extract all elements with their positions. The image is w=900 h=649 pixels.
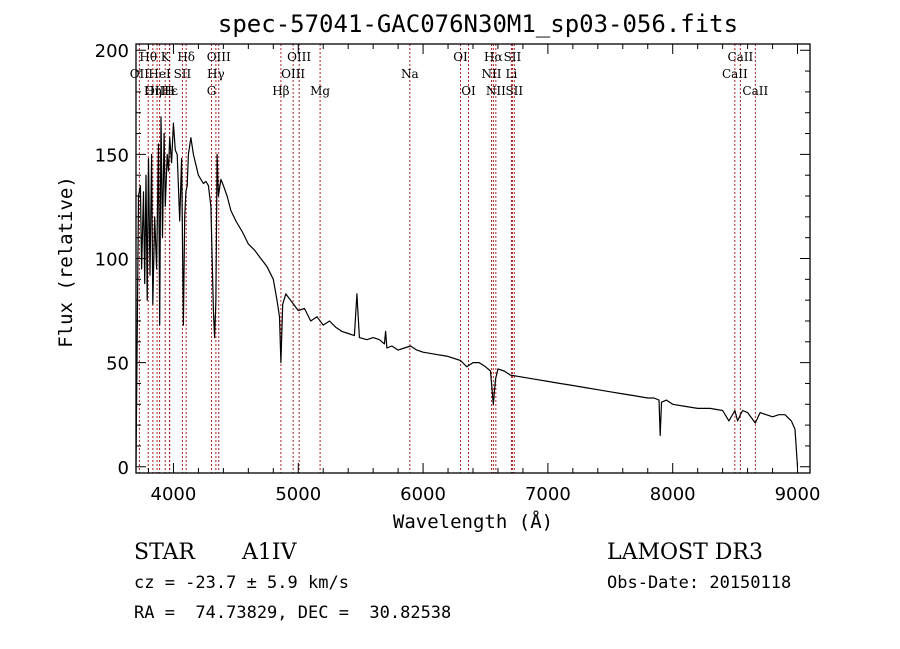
spectral-line-markers <box>138 44 756 473</box>
spectral-line-label: K <box>161 50 171 64</box>
y-axis-label: Flux (relative) <box>55 176 77 348</box>
x-tick-label: 7000 <box>525 484 571 505</box>
spectral-line-label: OIII <box>287 50 311 64</box>
spectral-line-label: CaII <box>742 84 768 98</box>
spectrum-series-line <box>135 116 799 467</box>
spectral-line-label: HeI <box>148 67 171 81</box>
spectral-line-label: Hε <box>161 84 178 98</box>
spectral-line-label: Hγ <box>207 67 225 81</box>
spectral-line-label: OII <box>130 67 150 81</box>
spectral-line-label: Hβ <box>272 84 289 98</box>
object-class: STAR <box>134 540 195 565</box>
spectral-line-label: G <box>207 84 217 98</box>
spectral-line-label: SII <box>504 50 522 64</box>
object-subclass: A1IV <box>242 540 297 565</box>
spectral-line-label: Hα <box>484 50 503 64</box>
y-tick-label: 200 <box>95 41 129 62</box>
survey-name: LAMOST DR3 <box>607 540 763 565</box>
x-tick-label: 9000 <box>775 484 821 505</box>
spectral-line-label: OIII <box>145 84 169 98</box>
x-tick-label: 6000 <box>400 484 446 505</box>
spectral-line-label: OIII <box>281 67 305 81</box>
x-tick-label: 4000 <box>151 484 197 505</box>
x-axis-label: Wavelength (Å) <box>393 510 553 533</box>
x-axis-ticks: 4000 5000 6000 7000 8000 9000 <box>147 44 821 505</box>
spectral-line-label: H <box>164 84 174 98</box>
x-tick-label: 8000 <box>650 484 696 505</box>
spectral-line-label: Hδ <box>177 50 195 64</box>
spectral-line-label: CaII <box>722 67 748 81</box>
spectral-line-label: Mg <box>310 84 330 98</box>
y-tick-label: 0 <box>118 458 129 479</box>
spectral-line-label: CaII <box>727 50 753 64</box>
y-tick-label: 150 <box>95 145 129 166</box>
x-tick-label: 5000 <box>275 484 321 505</box>
spectral-line-label: Na <box>401 67 419 81</box>
spectral-line-label: SII <box>505 84 523 98</box>
spectral-line-label: Hθ <box>139 50 157 64</box>
spectral-line-label: SII <box>174 67 192 81</box>
spectral-line-label: NII <box>481 67 501 81</box>
spectral-line-labels: Hθ OII OIII K HεH HeI Hη SII Hδ OIII Hγ G Hβ OIII OIII… <box>130 50 769 98</box>
spectral-line-label: Li <box>506 67 518 81</box>
redshift-velocity: cz = -23.7 ± 5.9 km/s <box>134 573 349 593</box>
y-tick-label: 50 <box>106 354 129 375</box>
spectral-line-label: OI <box>461 84 476 98</box>
y-axis-ticks: 0 50 100 150 200 <box>95 41 810 479</box>
sky-coordinates: RA = 74.73829, DEC = 30.82538 <box>134 603 452 623</box>
spectral-line-label: Hη <box>144 84 162 98</box>
observation-date: Obs-Date: 20150118 <box>607 573 792 593</box>
spectral-line-label: OI <box>453 50 468 64</box>
chart-title: spec-57041-GAC076N30M1_sp03-056.fits <box>218 10 738 38</box>
spectral-line-label: NII <box>486 84 506 98</box>
spectral-line-label: OIII <box>207 50 231 64</box>
y-tick-label: 100 <box>95 250 129 271</box>
